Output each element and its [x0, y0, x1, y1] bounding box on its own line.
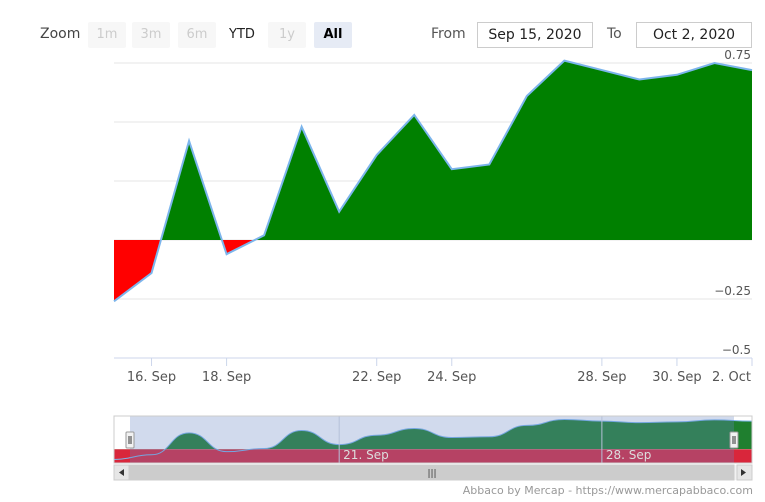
scrollbar-thumb[interactable]	[129, 464, 735, 481]
zoom-ytd-button[interactable]: YTD	[229, 27, 255, 42]
y-tick-label: −0.25	[714, 284, 751, 298]
navigator-line	[113, 419, 753, 460]
zoom-3m-button[interactable]: 3m	[132, 22, 170, 48]
x-tick-label: 24. Sep	[427, 370, 476, 385]
x-tick-label: 16. Sep	[127, 370, 176, 385]
from-label: From	[431, 26, 466, 42]
from-date-input[interactable]: Sep 15, 2020	[477, 22, 593, 48]
y-tick-label: 0.75	[724, 48, 751, 62]
x-tick-label: 2. Oct	[712, 370, 751, 385]
scrollbar-right-arrow[interactable]	[736, 464, 753, 481]
navigator-right-handle[interactable]	[729, 431, 739, 449]
navigator-outline	[113, 415, 753, 464]
zoom-label: Zoom	[40, 26, 81, 42]
scrollbar-grip-icon[interactable]: |||	[427, 469, 436, 479]
to-label: To	[607, 26, 622, 42]
navigator-mask	[130, 416, 734, 463]
zoom-1y-button[interactable]: 1y	[268, 22, 306, 48]
x-tick-label: 18. Sep	[202, 370, 251, 385]
x-tick-label: 22. Sep	[352, 370, 401, 385]
scrollbar-left-arrow[interactable]	[113, 464, 130, 481]
navigator-area-negative	[114, 449, 752, 463]
navigator-area-positive	[165, 419, 752, 450]
zoom-1m-button[interactable]: 1m	[88, 22, 126, 48]
y-tick-label: −0.5	[722, 343, 751, 357]
navigator-label: 28. Sep	[606, 448, 652, 462]
zoom-6m-button[interactable]: 6m	[178, 22, 216, 48]
area-positive	[114, 60, 752, 240]
navigator-label: 21. Sep	[343, 448, 389, 462]
credits[interactable]: Abbaco by Mercap - https://www.mercapabb…	[462, 484, 753, 497]
x-tick-label: 30. Sep	[652, 370, 701, 385]
zoom-all-button[interactable]: All	[314, 22, 352, 48]
series-line	[113, 59, 753, 303]
to-date-input[interactable]: Oct 2, 2020	[636, 22, 752, 48]
x-tick-label: 28. Sep	[577, 370, 626, 385]
navigator-left-handle[interactable]	[125, 431, 135, 449]
